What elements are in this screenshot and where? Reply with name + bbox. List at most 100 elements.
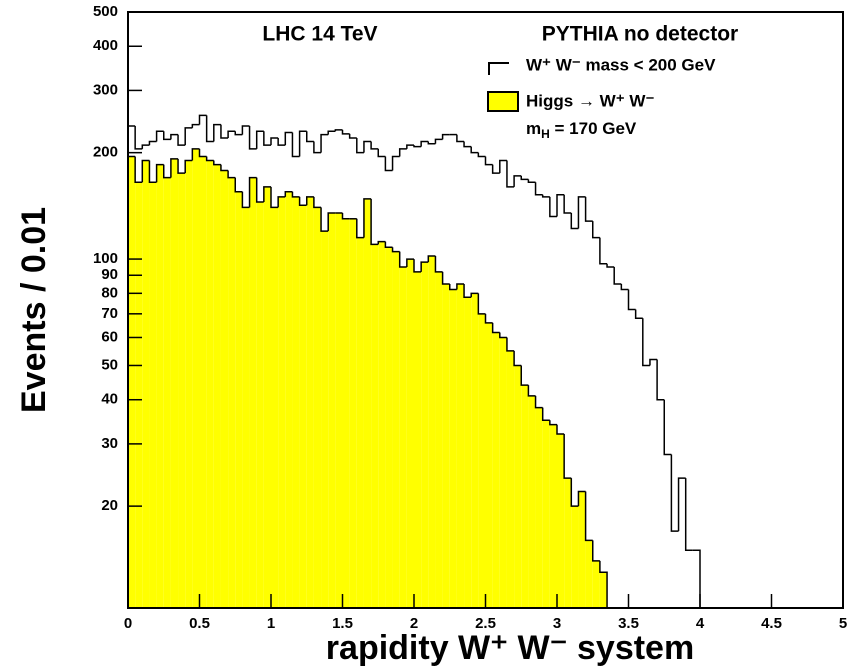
bar — [299, 205, 307, 608]
bar — [271, 207, 279, 608]
histogram-step — [148, 160, 157, 183]
bar — [220, 170, 229, 608]
histogram-step — [363, 140, 372, 153]
histogram-step — [170, 158, 179, 178]
plot-text: PYTHIA no detector — [542, 23, 738, 46]
y-tick-label: 500 — [93, 3, 118, 20]
histogram-step — [163, 164, 171, 179]
bar — [371, 244, 379, 609]
histogram-step — [613, 266, 622, 285]
histogram-step — [191, 148, 200, 161]
bar — [349, 218, 357, 608]
bar — [478, 313, 486, 608]
histogram-step — [391, 247, 400, 253]
histogram-step — [248, 125, 257, 150]
bar — [206, 160, 214, 608]
y-tick-label: 200 — [93, 144, 118, 161]
bar — [521, 385, 529, 608]
y-tick-label: 60 — [101, 328, 118, 345]
histogram-step — [205, 115, 214, 143]
bar — [149, 182, 157, 608]
histogram-step — [284, 191, 293, 197]
bar — [585, 540, 593, 608]
bar — [363, 198, 372, 608]
bar — [285, 191, 293, 608]
histogram-step — [520, 365, 529, 386]
histogram-step — [491, 164, 500, 174]
histogram-step — [391, 155, 400, 171]
histogram-step — [205, 156, 214, 162]
y-tick-label: 40 — [101, 391, 118, 408]
histogram-step — [291, 132, 300, 158]
histogram-step — [549, 196, 557, 218]
bar — [385, 247, 393, 608]
histogram-step — [213, 123, 221, 142]
histogram-step — [434, 138, 443, 144]
histogram-step — [356, 138, 364, 154]
bar — [235, 191, 243, 608]
bar — [256, 202, 264, 608]
histogram-step — [341, 212, 350, 220]
bar — [564, 478, 572, 608]
histogram-step — [549, 420, 557, 426]
histogram-step — [427, 141, 436, 145]
histogram-step — [534, 395, 543, 409]
y-tick-label: 100 — [93, 250, 118, 267]
histogram-step — [577, 490, 586, 507]
histogram-step — [620, 284, 629, 291]
bar — [128, 156, 136, 608]
histogram-step — [413, 259, 422, 273]
bar — [471, 293, 479, 608]
x-tick-label: 3.5 — [618, 615, 639, 632]
bar — [514, 365, 522, 608]
histogram-step — [513, 350, 522, 367]
histogram-step — [656, 359, 665, 401]
legend-label: W⁺ W⁻ mass < 200 GeV — [526, 55, 716, 74]
bar — [442, 284, 450, 608]
histogram-step — [627, 289, 636, 311]
histogram-step — [306, 131, 314, 143]
bar — [328, 212, 336, 608]
histogram-step — [291, 191, 300, 198]
histogram-step — [463, 284, 472, 298]
bar — [535, 407, 543, 608]
histogram-step — [213, 160, 221, 166]
legend-label: Higgs → W⁺ W⁻ — [526, 91, 654, 110]
histogram-step — [427, 255, 436, 263]
histogram-step — [334, 129, 343, 132]
bar — [321, 231, 329, 608]
histogram-step — [570, 478, 579, 507]
histogram-step — [184, 159, 193, 174]
histogram-step — [341, 129, 350, 135]
histogram-step — [534, 182, 543, 196]
bar — [428, 256, 436, 608]
histogram-step — [141, 144, 150, 149]
histogram-step — [406, 144, 414, 149]
bar — [406, 259, 414, 608]
histogram-step — [484, 156, 493, 166]
annotation-part: H — [541, 127, 550, 141]
histogram-step — [434, 256, 443, 273]
bar — [464, 297, 472, 608]
bar — [335, 212, 343, 608]
bar — [178, 173, 186, 608]
histogram-step — [420, 261, 429, 272]
x-tick-label: 4 — [696, 615, 705, 632]
x-tick-label: 0.5 — [189, 615, 210, 632]
histogram-step — [241, 125, 250, 135]
bar — [142, 160, 150, 608]
histogram-step — [263, 186, 271, 203]
histogram-step — [499, 159, 507, 174]
histogram-step — [320, 133, 329, 153]
histogram-step — [277, 138, 286, 146]
histogram-step — [398, 148, 407, 157]
histogram-step — [234, 131, 243, 136]
histogram-step — [163, 131, 171, 141]
bar — [213, 164, 221, 608]
histogram-step — [155, 163, 164, 183]
bar — [163, 177, 171, 608]
y-tick-label: 400 — [93, 37, 118, 54]
histogram-step — [177, 134, 186, 146]
histogram-step — [577, 196, 586, 229]
histogram-step — [155, 130, 164, 142]
